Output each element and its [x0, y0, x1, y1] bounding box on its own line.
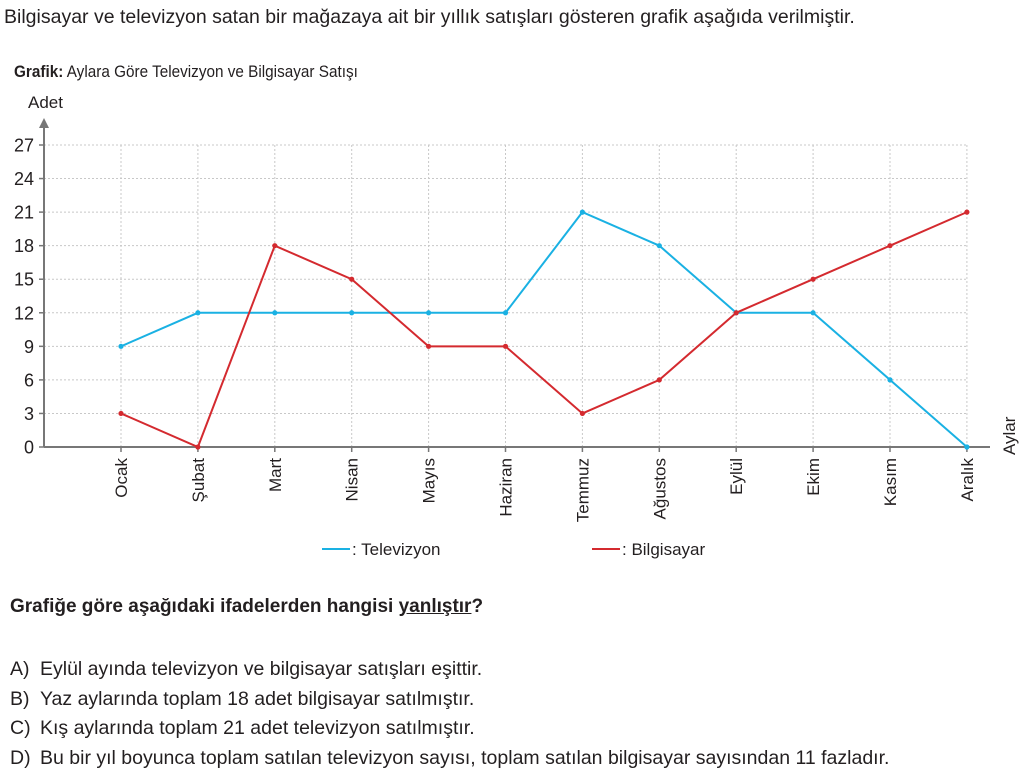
chart-title: Grafik: Aylara Göre Televizyon ve Bilgis… — [14, 62, 358, 82]
data-point — [195, 444, 201, 450]
data-point — [349, 276, 355, 282]
data-point — [349, 310, 355, 316]
line-chart: 0 3 6 9 12 15 18 21 24 27 Ocak Şubat Mart Nisan Mayıs H… — [14, 93, 1019, 559]
data-point — [502, 343, 509, 349]
y-tick-label: 9 — [24, 337, 34, 357]
question-mark: ? — [471, 596, 484, 617]
option-b-text: Yaz aylarında toplam 18 adet bilgisayar … — [40, 687, 475, 710]
data-point — [579, 410, 586, 417]
data-point — [272, 310, 278, 316]
data-point — [118, 410, 124, 417]
data-point — [964, 209, 970, 215]
y-tick-label: 0 — [24, 438, 34, 458]
option-a-text: Eylül ayında televizyon ve bilgisayar sa… — [40, 658, 483, 680]
y-tick-label: 12 — [14, 303, 34, 323]
option-c[interactable]: C) Kış aylarında toplam 21 adet televizyo… — [10, 714, 889, 744]
data-point — [887, 377, 893, 383]
question-emphasis: yanlıştır — [398, 596, 472, 617]
x-tick-label: Mart — [266, 458, 285, 492]
question-text: Grafiğe göre aşağıdaki ifadelerden hangi… — [10, 596, 399, 617]
data-point — [656, 377, 662, 383]
legend-label: : Televizyon — [352, 540, 441, 559]
y-axis-title: Adet — [28, 93, 63, 112]
option-a[interactable]: A) Eylül ayında televizyon ve bilgisayar … — [10, 655, 889, 685]
y-axis-arrow — [39, 118, 49, 128]
x-tick-label: Şubat — [189, 458, 208, 503]
option-b[interactable]: B) Yaz aylarında toplam 18 adet bilgisaya… — [10, 685, 889, 715]
answer-options: A) Eylül ayında televizyon ve bilgisayar … — [10, 655, 889, 773]
data-point — [426, 343, 432, 349]
x-tick-label: Ocak — [112, 458, 131, 498]
x-tick-label: Aralık — [958, 458, 977, 502]
data-point — [733, 310, 739, 316]
option-a-letter: A) — [10, 658, 30, 680]
x-tick-label: Kasım — [881, 458, 900, 506]
series-line-0 — [120, 210, 968, 448]
data-point — [964, 444, 970, 450]
option-d-letter: D) — [10, 746, 31, 769]
option-c-text: Kış aylarında toplam 21 adet televizyon … — [40, 717, 475, 739]
x-tick-label: Nisan — [343, 458, 362, 501]
x-tick-label: Ekim — [804, 458, 823, 496]
series-line-1 — [120, 211, 968, 449]
x-tick-label: Mayıs — [420, 458, 439, 503]
y-tick-label: 3 — [24, 404, 34, 424]
y-tick-label: 24 — [14, 169, 34, 189]
data-point — [579, 209, 586, 215]
y-tick-label: 18 — [14, 236, 34, 256]
x-tick-label: Temmuz — [573, 458, 592, 522]
y-tick-label: 21 — [14, 203, 34, 223]
data-point — [656, 243, 662, 249]
data-point — [810, 276, 816, 282]
y-tick-label: 6 — [24, 370, 34, 390]
data-point — [810, 310, 816, 316]
data-point — [426, 310, 432, 316]
y-tick-label: 15 — [14, 270, 34, 290]
data-point — [195, 310, 201, 316]
x-tick-label: Ağustos — [650, 458, 669, 519]
data-point — [887, 243, 893, 249]
chart-title-text: Aylara Göre Televizyon ve Bilgisayar Sat… — [66, 62, 358, 81]
option-c-letter: C) — [10, 717, 31, 739]
data-point — [502, 310, 509, 316]
option-d-text: Bu bir yıl boyunca toplam satılan televi… — [40, 746, 890, 769]
x-axis-title: Aylar — [1000, 416, 1019, 455]
y-tick-label: 27 — [14, 136, 34, 156]
data-point — [118, 343, 124, 349]
x-tick-label: Haziran — [497, 458, 516, 517]
x-tick-label: Eylül — [727, 458, 746, 495]
chart-title-prefix: Grafik: — [14, 62, 64, 81]
option-d[interactable]: D) Bu bir yıl boyunca toplam satılan tele… — [10, 744, 889, 774]
legend-label: : Bilgisayar — [622, 540, 705, 559]
option-b-letter: B) — [10, 687, 30, 710]
question: Grafiğe göre aşağıdaki ifadelerden hangi… — [10, 596, 483, 618]
intro-text: Bilgisayar ve televizyon satan bir mağaz… — [4, 6, 855, 28]
data-point — [272, 243, 278, 249]
